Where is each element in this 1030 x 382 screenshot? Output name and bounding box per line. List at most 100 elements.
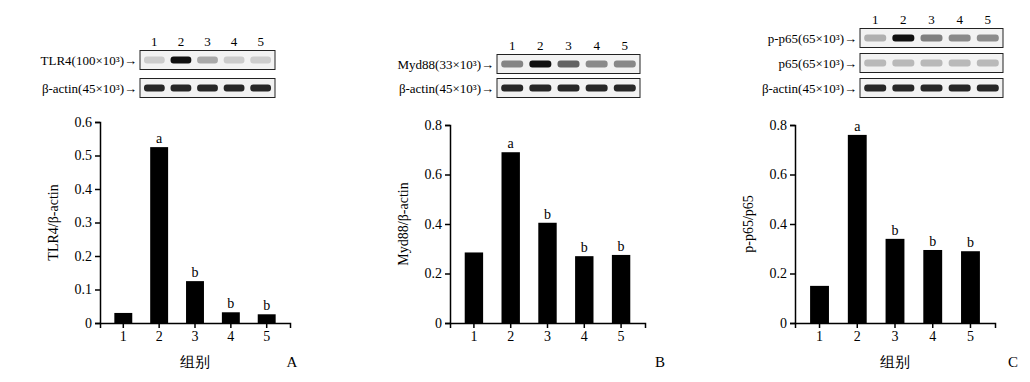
figure: 12345TLR4(100×10³)→β-actin(45×10³)→abbb0… bbox=[0, 0, 1030, 382]
blot-band bbox=[921, 60, 943, 67]
y-tick: 0.2 bbox=[425, 266, 451, 281]
blot-band bbox=[977, 85, 999, 92]
x-axis-line bbox=[101, 324, 291, 329]
blot-band bbox=[949, 60, 971, 67]
blot-frame bbox=[860, 29, 1003, 48]
blot-frame bbox=[140, 79, 275, 98]
x-axis-line bbox=[796, 324, 996, 329]
y-tick-label: 0.8 bbox=[425, 118, 443, 133]
x-tick-mark bbox=[547, 323, 549, 328]
x-tick-label: 2 bbox=[854, 329, 861, 344]
y-tick-label: 0 bbox=[435, 316, 442, 331]
significance-label: b bbox=[227, 296, 234, 311]
y-tick-mark bbox=[790, 224, 795, 226]
x-tick-mark bbox=[158, 323, 160, 328]
blot-band bbox=[586, 85, 608, 92]
significance-label: b bbox=[263, 298, 270, 313]
x-tick-mark bbox=[857, 323, 859, 328]
x-tick-label: 5 bbox=[263, 329, 270, 344]
lane-label: 5 bbox=[257, 34, 264, 49]
blot-band bbox=[250, 85, 271, 92]
blot-band bbox=[250, 57, 271, 64]
y-tick: 0.3 bbox=[75, 215, 101, 230]
x-tick: 2 bbox=[507, 323, 514, 344]
x-tick: 5 bbox=[263, 323, 270, 344]
x-tick: 5 bbox=[618, 323, 625, 344]
x-tick-label: 5 bbox=[618, 329, 625, 344]
y-tick-mark bbox=[95, 256, 100, 258]
y-tick: 0.4 bbox=[75, 182, 101, 197]
blot-band bbox=[144, 85, 165, 92]
y-tick-label: 0.3 bbox=[75, 215, 93, 230]
significance-label: a bbox=[156, 131, 163, 146]
x-axis: 1 2 3 4 5 bbox=[101, 323, 291, 344]
bar bbox=[186, 281, 204, 323]
bar bbox=[502, 152, 520, 323]
y-tick: 0.6 bbox=[425, 167, 451, 182]
x-tick-label: 5 bbox=[967, 329, 974, 344]
y-tick-mark bbox=[790, 323, 795, 325]
significance-label: b bbox=[618, 239, 625, 254]
x-tick-mark bbox=[970, 323, 972, 328]
bar bbox=[886, 239, 905, 323]
x-tick-label: 4 bbox=[227, 329, 234, 344]
blot-band bbox=[197, 57, 218, 64]
y-tick-label: 0.8 bbox=[770, 118, 788, 133]
y-tick-mark bbox=[445, 273, 450, 275]
y-tick-mark bbox=[95, 155, 100, 157]
x-tick-mark bbox=[473, 323, 475, 328]
blot-band bbox=[921, 35, 943, 42]
significance-label: b bbox=[892, 223, 899, 238]
x-tick: 1 bbox=[120, 323, 127, 344]
x-tick: 3 bbox=[892, 323, 899, 344]
lane-label: 2 bbox=[178, 34, 185, 49]
x-tick: 4 bbox=[581, 323, 588, 344]
y-axis-line bbox=[95, 123, 101, 324]
y-tick: 0.2 bbox=[75, 249, 101, 264]
y-tick-mark bbox=[445, 174, 450, 176]
significance-label: b bbox=[967, 235, 974, 250]
x-tick: 3 bbox=[192, 323, 199, 344]
y-tick: 0.8 bbox=[425, 118, 451, 133]
bar bbox=[612, 255, 630, 323]
blot-band bbox=[614, 85, 636, 92]
blot-band bbox=[864, 35, 886, 42]
blot-frame bbox=[860, 54, 1003, 73]
y-tick-label: 0.4 bbox=[770, 217, 788, 232]
lane-label: 1 bbox=[151, 34, 158, 49]
bars bbox=[465, 152, 631, 323]
y-tick: 0 bbox=[435, 316, 450, 331]
x-tick-label: 1 bbox=[816, 329, 823, 344]
x-tick: 4 bbox=[929, 323, 936, 344]
x-tick-label: 4 bbox=[929, 329, 936, 344]
significance-label: b bbox=[192, 265, 199, 280]
y-tick-label: 0.1 bbox=[75, 282, 93, 297]
y-tick-mark bbox=[445, 125, 450, 127]
x-tick-label: 3 bbox=[544, 329, 551, 344]
lane-label: 5 bbox=[622, 38, 629, 53]
y-tick-label: 0.6 bbox=[770, 167, 788, 182]
y-tick-mark bbox=[95, 189, 100, 191]
y-tick: 0 bbox=[780, 316, 795, 331]
blot-band bbox=[558, 61, 580, 68]
significance-label: a bbox=[508, 136, 515, 151]
blot-band bbox=[558, 85, 580, 92]
x-tick-mark bbox=[932, 323, 934, 328]
x-tick-label: 2 bbox=[156, 329, 163, 344]
y-axis-title: p-p65/p65 bbox=[741, 195, 756, 253]
x-tick-mark bbox=[894, 323, 896, 328]
blot-band bbox=[529, 85, 551, 92]
blot-band bbox=[171, 85, 192, 92]
blot-frame bbox=[860, 79, 1003, 98]
lane-label: 4 bbox=[593, 38, 600, 53]
lane-label: 4 bbox=[231, 34, 238, 49]
lane-label: 2 bbox=[537, 38, 544, 53]
blot-band bbox=[892, 85, 914, 92]
x-tick: 2 bbox=[156, 323, 163, 344]
bar bbox=[538, 223, 556, 323]
blot-band bbox=[501, 85, 523, 92]
y-tick: 0.8 bbox=[770, 118, 796, 133]
lane-label: 3 bbox=[565, 38, 572, 53]
blot-band bbox=[586, 61, 608, 68]
blot-band bbox=[529, 61, 551, 68]
